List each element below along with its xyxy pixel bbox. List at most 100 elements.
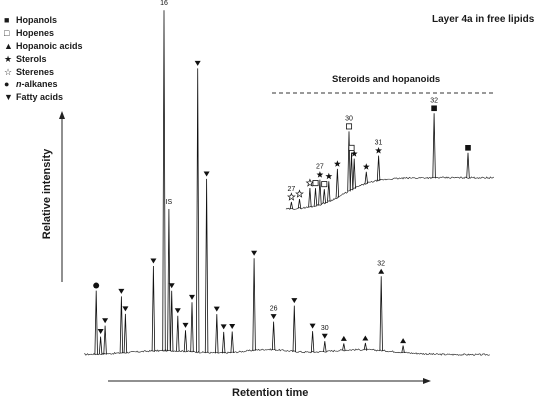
main-peak-marker-18 [270,314,277,320]
main-peak-15 [222,331,226,354]
inset-peak-marker-9 [348,144,355,151]
filled-circle-icon: ● [4,79,10,90]
inset-peak-11 [364,171,368,184]
inset-peak-marker-13 [431,105,437,112]
legend-label: Hopanols [16,15,58,25]
inset-peak-label-4: 27 [316,164,324,171]
main-peak-0 [94,290,98,355]
inset-peak-marker-3 [312,180,319,187]
inset-peak-6 [327,181,331,202]
main-peak-marker-23 [362,335,369,341]
legend-label: Fatty acids [16,92,64,103]
legend-label: Hopanoic acids [16,40,83,51]
main-peak-22 [342,343,346,351]
legend-label-prefix: n [16,79,22,90]
open-square-icon: □ [4,27,10,38]
legend-item-sterenes: ☆ Sterenes [4,66,83,79]
main-peak-marker-20 [309,323,316,329]
main-peak-marker-13 [203,171,210,177]
filled-star-icon: ★ [4,53,13,64]
main-peak-1 [98,336,103,355]
main-peak-marker-17 [251,250,258,256]
main-peak-9 [176,315,180,352]
inset-peak-marker-1 [295,189,304,198]
inset-peak-9 [349,152,354,191]
legend-item-fatty-acids: ▼ Fatty acids [4,91,83,104]
main-peak-marker-19 [291,298,298,304]
main-peak-18 [271,321,276,351]
inset-peak-marker-10 [350,150,358,157]
inset-peak-10 [352,158,356,189]
inset-peak-marker-6 [325,172,333,180]
inset-peak-marker-8 [346,123,353,130]
inset-peak-label-12: 31 [375,140,383,147]
filled-triangle-icon: ▲ [4,40,13,51]
main-peak-marker-14 [213,306,220,312]
inset-peak-12 [376,155,381,181]
legend-label: Hopenes [16,27,55,38]
main-peak-label-21: 30 [321,325,329,332]
inset-peak-3 [313,188,318,207]
main-baseline [83,348,491,356]
open-star-icon: ☆ [4,66,13,77]
legend-item-hopenes: □ Hopenes [4,27,83,40]
main-peak-19 [292,305,296,352]
inset-title: Steroids and hopanoids [332,74,441,85]
legend-label-suffix: -alkanes [21,79,58,90]
main-peak-marker-16 [229,323,236,329]
main-peak-marker-9 [174,308,181,314]
inset-peak-marker-11 [362,163,370,170]
legend-item-hopanoic-acids: ▲ Hopanoic acids [4,40,83,53]
main-peak-marker-22 [340,335,347,341]
main-peak-13 [204,178,209,353]
main-peak-marker-1 [97,329,104,335]
inset-baseline [285,176,495,210]
main-peak-12 [195,68,200,353]
main-peak-2 [103,325,107,355]
legend-item-sterols: ★ Sterols [4,53,83,66]
main-peak-16 [230,331,234,353]
main-peak-label-7: IS [166,199,173,206]
main-peak-marker-10 [182,322,189,328]
main-peak-25 [401,345,405,353]
inset-peak-marker-12 [375,147,382,154]
main-peak-11 [190,302,194,353]
inset-peak-label-13: 32 [430,97,438,104]
legend-label: Sterenes [16,66,55,77]
main-peak-marker-21 [321,333,328,339]
chart-axes [59,92,495,384]
inset-peak-13 [432,113,436,179]
main-peak-14 [215,314,219,354]
inset-peak-0 [289,201,294,210]
inverted-triangle-icon: ▼ [4,92,13,103]
main-peak-3 [119,296,124,354]
inset-peak-4 [318,179,322,205]
inset-peak-8 [347,131,351,192]
main-peak-21 [323,341,327,352]
inset-peak-1 [297,198,302,209]
main-peak-label-6: 16 [160,0,168,7]
chart-title: Layer 4a in free lipids [432,14,535,25]
inset-peak-2 [308,187,312,208]
inset-peak-marker-5 [321,181,328,188]
main-peak-marker-24 [378,268,385,274]
inset-peak-marker-4 [316,171,324,178]
main-peak-label-18: 26 [270,306,278,313]
main-peak-label-24: 32 [377,260,385,267]
main-peak-10 [183,330,188,352]
main-peak-23 [363,342,368,351]
main-peak-6 [162,10,166,352]
main-peak-marker-3 [118,288,125,294]
y-axis-label: Relative intensity [41,148,53,240]
main-peak-8 [170,290,174,352]
main-peak-4 [123,313,128,353]
legend-item-hopanols: ■ Hopanols [4,14,83,27]
inset-chromatogram: 27 27 30 31 32 [285,97,495,210]
inset-peak-label-8: 30 [345,115,353,122]
legend-label: Sterols [16,53,47,64]
main-peak-5 [151,265,156,352]
inset-peak-7 [335,168,340,198]
main-peak-20 [310,331,315,353]
filled-square-icon: ■ [4,15,10,25]
